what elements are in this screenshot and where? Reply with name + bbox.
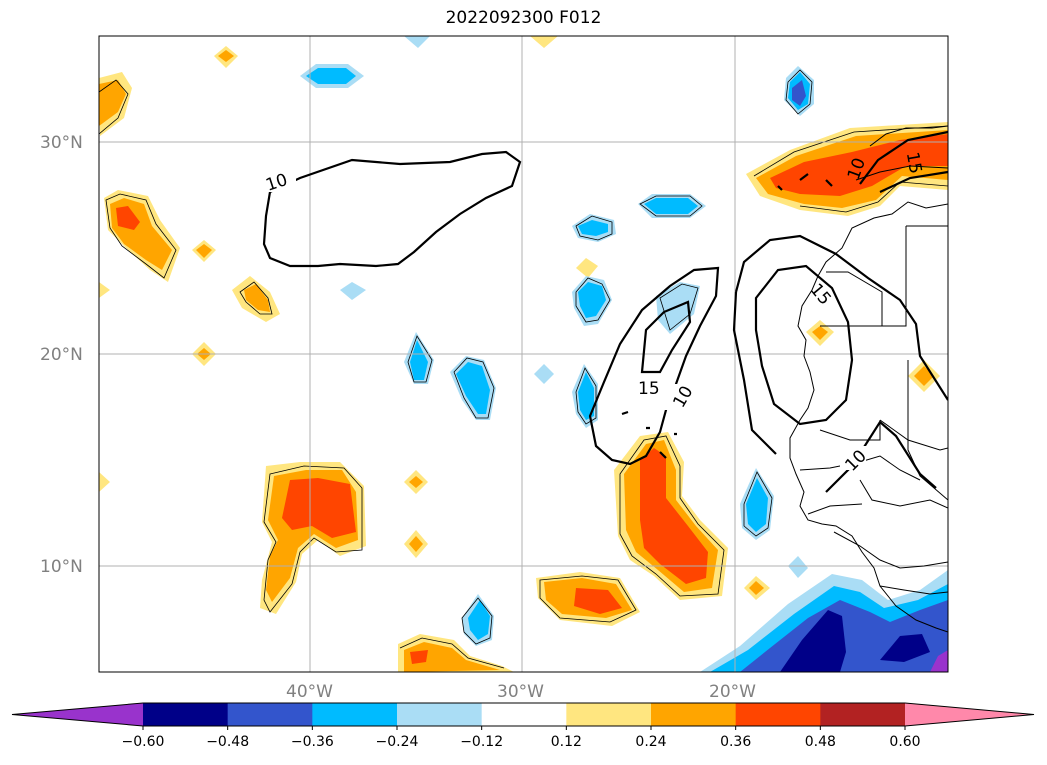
- map-area: 10 15 10 10 10 15 15: [99, 36, 948, 672]
- graticule: [99, 36, 948, 672]
- positive-anomaly-fill: [99, 36, 948, 672]
- colorbar-tick-label: −0.12: [460, 734, 503, 750]
- colorbar-bin: [143, 703, 229, 726]
- negative-anomaly-fill: [300, 36, 948, 672]
- colorbar-bin: [566, 703, 652, 726]
- colorbar-extend-high: [905, 703, 1034, 726]
- lat-label-10n: 10°N: [40, 557, 83, 577]
- colorbar-tick-label: 0.12: [551, 734, 582, 750]
- colorbar-bin: [397, 703, 483, 726]
- contour-label: 15: [902, 151, 925, 176]
- map-frame: [98, 35, 949, 673]
- colorbar-tick-label: 0.60: [889, 734, 920, 750]
- lon-label-40w: 40°W: [286, 682, 333, 702]
- colorbar-bin: [820, 703, 906, 726]
- contour-label: 15: [806, 280, 835, 309]
- country-borders: [799, 225, 948, 595]
- colorbar-bin: [227, 703, 313, 726]
- colorbar-tick-label: −0.36: [291, 734, 334, 750]
- colorbar-tick-label: 0.48: [805, 734, 836, 750]
- contour-label: 15: [638, 379, 660, 399]
- colorbar-tick-label: −0.24: [376, 734, 419, 750]
- colorbar-bin: [651, 703, 737, 726]
- thick-contours: [262, 130, 948, 493]
- colorbar: −0.60 −0.48 −0.36 −0.24 −0.12 0.12 0.24 0.36 0.4…: [11, 702, 1035, 750]
- colorbar-bin: [481, 703, 567, 726]
- colorbar-tick-label: −0.60: [122, 734, 165, 750]
- lat-label-30n: 30°N: [40, 133, 83, 153]
- coastline: [789, 125, 948, 633]
- latitude-labels: 30°N 20°N 10°N: [40, 133, 83, 577]
- longitude-labels: 40°W 30°W 20°W: [286, 682, 756, 702]
- map-title: 2022092300 F012: [445, 8, 602, 28]
- colorbar-bin: [735, 703, 821, 726]
- colorbar-tick-label: −0.48: [206, 734, 249, 750]
- colorbar-tick-label: 0.36: [720, 734, 751, 750]
- colorbar-bin: [312, 703, 398, 726]
- colorbar-tick-label: 0.24: [635, 734, 666, 750]
- colorbar-extend-low: [12, 703, 143, 726]
- lon-label-30w: 30°W: [497, 682, 544, 702]
- lon-label-20w: 20°W: [709, 682, 756, 702]
- lat-label-20n: 20°N: [40, 345, 83, 365]
